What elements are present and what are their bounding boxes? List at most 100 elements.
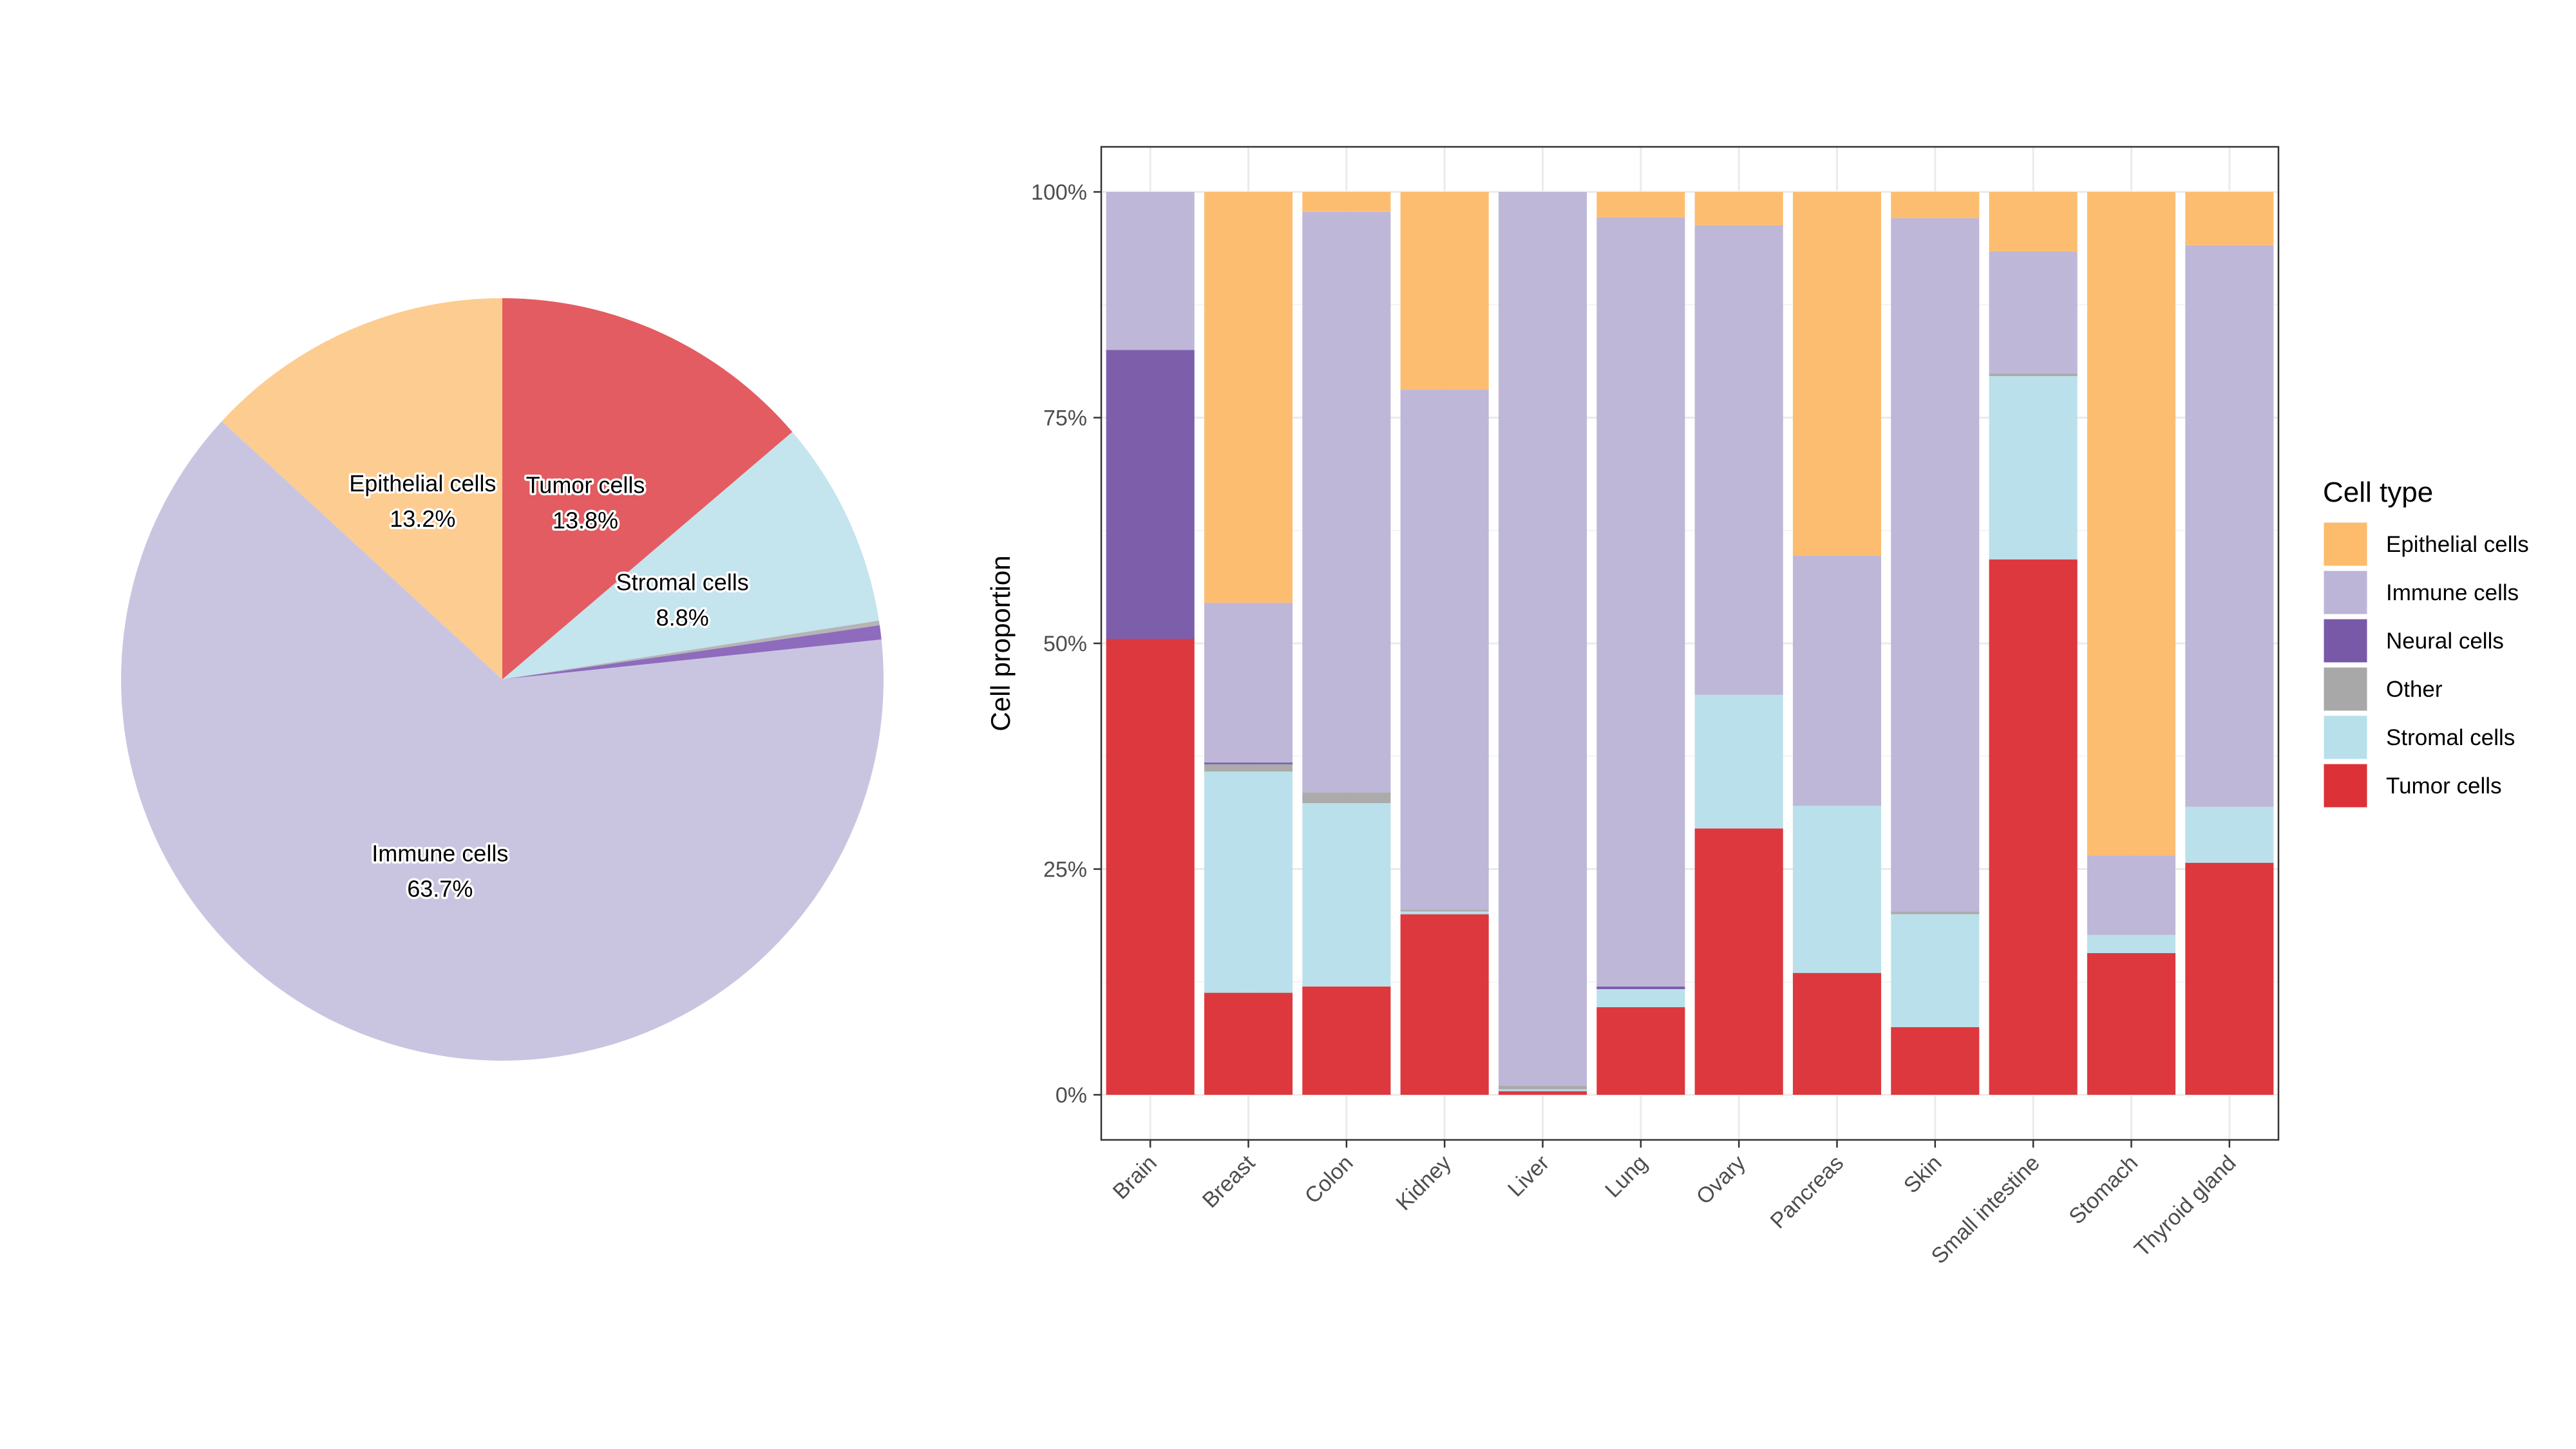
pie-slice-neural-cells xyxy=(502,625,882,679)
y-tick-label: 75% xyxy=(1043,406,1087,431)
legend-label-tumor-cells: Tumor cells xyxy=(2386,773,2502,799)
bar-segment-lung-epithelial-cells xyxy=(1596,192,1685,218)
pie-slice-epithelial-cells xyxy=(222,298,502,679)
legend-key-immune-cells xyxy=(2322,569,2369,616)
bar-segment-small-intestine-tumor-cells xyxy=(1989,559,2078,1095)
bar-segment-stomach-tumor-cells xyxy=(2087,952,2176,1095)
pie-percent-tumor-cells: 13.8% xyxy=(553,507,618,534)
bar-segment-breast-tumor-cells xyxy=(1204,992,1293,1095)
bar-segment-colon-stromal-cells xyxy=(1302,803,1391,987)
bar-segment-lung-stromal-cells xyxy=(1596,989,1685,1008)
legend-title: Cell type xyxy=(2323,477,2433,508)
y-tick-label: 25% xyxy=(1043,858,1087,882)
bar-segment-pancreas-immune-cells xyxy=(1792,556,1882,806)
legend-label-neural-cells: Neural cells xyxy=(2386,629,2504,654)
x-tick-label-colon: Colon xyxy=(1300,1151,1358,1209)
bar-segment-breast-other xyxy=(1204,764,1293,772)
bar-segment-skin-tumor-cells xyxy=(1891,1027,1980,1095)
x-tick-label-brain: Brain xyxy=(1108,1151,1162,1204)
legend-label-stromal-cells: Stromal cells xyxy=(2386,725,2515,750)
bar-segment-stomach-stromal-cells xyxy=(2087,934,2176,953)
bar-segment-liver-stromal-cells xyxy=(1498,1089,1587,1092)
bar-segment-skin-epithelial-cells xyxy=(1891,192,1980,218)
x-tick-label-skin: Skin xyxy=(1899,1151,1947,1198)
bar-segment-stomach-epithelial-cells xyxy=(2087,192,2176,856)
y-tick-label: 100% xyxy=(1031,180,1087,205)
legend-label-epithelial-cells: Epithelial cells xyxy=(2386,532,2529,557)
bar-segment-lung-immune-cells xyxy=(1596,217,1685,987)
bars xyxy=(1106,192,2274,1095)
bar-segment-small-intestine-immune-cells xyxy=(1989,251,2078,374)
pie-slice-tumor-cells xyxy=(502,298,793,679)
pie-percent-immune-cells: 63.7% xyxy=(407,875,473,902)
bar-segment-skin-other xyxy=(1891,911,1980,914)
bar-segment-small-intestine-other xyxy=(1989,373,2078,377)
bar-segment-kidney-epithelial-cells xyxy=(1400,192,1489,390)
bar-segment-liver-immune-cells xyxy=(1498,192,1587,1086)
bar-segment-colon-other xyxy=(1302,792,1391,804)
pie-slice-other xyxy=(502,620,880,679)
pie-label-stromal-cells: Stromal cells xyxy=(616,569,749,596)
pie-label-immune-cells: Immune cells xyxy=(372,840,508,866)
bar-segment-colon-epithelial-cells xyxy=(1302,192,1391,212)
legend-key-epithelial-cells xyxy=(2322,520,2369,568)
bar-segment-breast-immune-cells xyxy=(1204,602,1293,763)
x-tick-label-lung: Lung xyxy=(1600,1151,1652,1202)
x-axis: Brain Breast Colon Kidney Liver Lung Ovary Panc… xyxy=(1108,1140,2241,1269)
bar-segment-colon-immune-cells xyxy=(1302,211,1391,793)
pie-slice-stromal-cells xyxy=(502,431,879,679)
y-tick-label: 0% xyxy=(1056,1083,1087,1108)
legend-key-tumor-cells xyxy=(2322,762,2369,810)
y-axis-title: Cell proportion xyxy=(985,555,1016,731)
bar-segment-small-intestine-stromal-cells xyxy=(1989,376,2078,560)
legend-key-other xyxy=(2322,665,2369,713)
bar-segment-kidney-other xyxy=(1400,909,1489,912)
x-tick-label-breast: Breast xyxy=(1198,1150,1260,1213)
legend-items: Epithelial cells Immune cells Neural cells… xyxy=(2322,520,2529,810)
x-tick-label-liver: Liver xyxy=(1503,1151,1554,1202)
bar-segment-pancreas-tumor-cells xyxy=(1792,972,1882,1095)
bar-segment-brain-neural-cells xyxy=(1106,350,1195,639)
x-tick-label-kidney: Kidney xyxy=(1391,1151,1455,1215)
pie-chart: Tumor cells 13.8% Stromal cells 8.8% Immune … xyxy=(120,298,884,1061)
bar-segment-breast-stromal-cells xyxy=(1204,772,1293,993)
legend-key-stromal-cells xyxy=(2322,714,2369,761)
y-tick-label: 50% xyxy=(1043,632,1087,656)
bar-segment-small-intestine-epithelial-cells xyxy=(1989,192,2078,252)
pie-label-epithelial-cells: Epithelial cells xyxy=(349,470,496,497)
x-tick-label-ovary: Ovary xyxy=(1692,1151,1750,1209)
legend: Cell type Epithelial cells Immune cells Ne… xyxy=(2322,477,2529,810)
bar-segment-liver-other xyxy=(1498,1085,1587,1090)
bar-segment-skin-stromal-cells xyxy=(1891,914,1980,1027)
bar-segment-pancreas-epithelial-cells xyxy=(1792,192,1882,556)
bar-segment-brain-immune-cells xyxy=(1106,192,1195,350)
bar-segment-ovary-tumor-cells xyxy=(1694,828,1783,1095)
bar-segment-pancreas-stromal-cells xyxy=(1792,806,1882,973)
x-tick-label-pancreas: Pancreas xyxy=(1766,1151,1848,1233)
bar-segment-ovary-epithelial-cells xyxy=(1694,192,1783,225)
bar-segment-brain-tumor-cells xyxy=(1106,638,1195,1095)
pie-label-tumor-cells: Tumor cells xyxy=(526,472,645,498)
x-tick-label-stomach: Stomach xyxy=(2064,1151,2143,1229)
pie-slice-immune-cells xyxy=(120,421,884,1061)
bar-segment-kidney-immune-cells xyxy=(1400,390,1489,910)
legend-label-other: Other xyxy=(2386,677,2443,702)
pie-percent-epithelial-cells: 13.2% xyxy=(390,506,455,532)
bar-segment-liver-tumor-cells xyxy=(1498,1091,1587,1095)
bar-segment-kidney-stromal-cells xyxy=(1400,911,1489,914)
bar-segment-skin-immune-cells xyxy=(1891,218,1980,912)
bar-segment-stomach-immune-cells xyxy=(2087,855,2176,935)
bar-segment-lung-neural-cells xyxy=(1596,986,1685,989)
bar-segment-lung-tumor-cells xyxy=(1596,1007,1685,1095)
bar-segment-thyroid-gland-stromal-cells xyxy=(2185,806,2274,863)
x-tick-label-thyroid-gland: Thyroid gland xyxy=(2130,1151,2241,1262)
bar-segment-breast-neural-cells xyxy=(1204,762,1293,764)
y-axis: 0% 25% 50% 75% 100% Cell proportion xyxy=(985,180,1101,1108)
bar-segment-thyroid-gland-tumor-cells xyxy=(2185,862,2274,1095)
bar-segment-thyroid-gland-immune-cells xyxy=(2185,245,2274,807)
legend-label-immune-cells: Immune cells xyxy=(2386,580,2519,605)
bar-segment-ovary-stromal-cells xyxy=(1694,694,1783,829)
pie-percent-stromal-cells: 8.8% xyxy=(656,605,709,631)
bar-segment-thyroid-gland-epithelial-cells xyxy=(2185,192,2274,245)
